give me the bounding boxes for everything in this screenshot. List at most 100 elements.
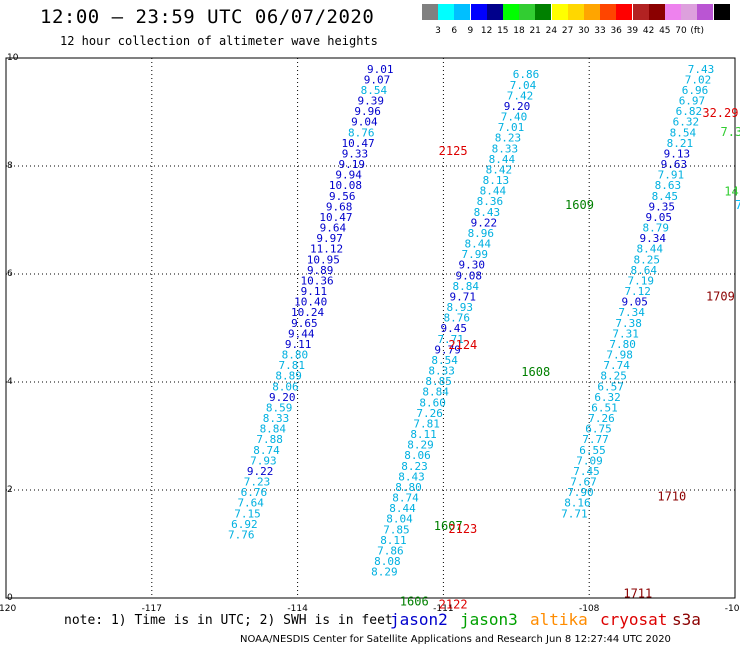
swh-value-label: 8.76 [348,126,375,139]
pass-time-label: 1 [739,106,740,120]
pass-time-label: 1609 [565,198,594,212]
scale-swatch [665,4,681,20]
swh-value-label: 9.64 [320,222,347,235]
swh-value-label: 8.74 [392,492,419,505]
swh-value-label: 8.04 [386,513,413,526]
scale-swatch [713,4,730,20]
swh-value-label: 7.15 [234,507,261,520]
swh-value-label: 9.22 [247,465,274,478]
swh-value-label: 7.86 [377,544,404,557]
swh-value-label: 6.82 [676,105,703,118]
scale-swatch [648,4,665,20]
swh-value-label: 7.71 [437,333,464,346]
satellite-altika: altika [530,610,588,629]
swh-value-label: 6.51 [591,401,618,414]
satellite-jason3: jason3 [460,610,518,629]
pass-time-label: 1709 [706,290,735,304]
scale-label: 6 [451,26,458,36]
swh-value-label: 7.19 [627,274,654,287]
swh-value-label: 7.99 [462,248,489,261]
swh-value-label: 8.23 [495,132,522,145]
swh-value-label: 7.45 [573,465,600,478]
swh-value-label: 9.05 [646,211,673,224]
swh-value-label: 8.25 [600,370,627,383]
pass-time-label: 2122 [439,597,468,611]
satellite-s3a: s3a [672,610,701,629]
swh-value-label: 8.44 [465,238,492,251]
pass-time-label: 7.20 [735,198,740,212]
swh-value-label: 9.71 [449,290,476,303]
swh-value-label: 7.34 [618,306,645,319]
scale-label: 30 [578,26,590,36]
swh-value-label: 8.33 [263,412,290,425]
swh-value-label: 9.63 [661,158,688,171]
swh-value-label: 7.12 [624,285,651,298]
swh-value-label: 10.08 [329,179,362,192]
swh-value-label: 8.84 [260,423,287,436]
swh-value-label: 6.75 [585,423,612,436]
swh-value-label: 8.21 [667,137,694,150]
scale-swatch [551,4,568,20]
swh-value-label: 8.54 [361,84,388,97]
x-tick-label: -111 [433,604,453,614]
swh-value-label: 9.65 [291,317,318,330]
swh-value-label: 7.38 [615,317,642,330]
scale-label: 39 [626,26,639,36]
scale-label: 9 [467,26,474,36]
footer-credit: NOAA/NESDIS Center for Satellite Applica… [240,634,671,645]
x-tick-label: -120 [0,604,16,614]
pass-time-label: 1710 [657,489,686,503]
swh-value-label: 9.11 [285,338,312,351]
swh-value-label: 7.67 [570,476,597,489]
swh-value-label: 9.19 [339,158,366,171]
y-tick-label: 8 [7,161,13,171]
scale-swatch [697,4,714,20]
swh-value-label: 7.40 [501,111,528,124]
swh-value-label: 7.90 [567,486,594,499]
swh-value-label: 7.98 [606,349,633,362]
swh-value-label: 9.97 [316,232,343,245]
swh-value-label: 8.80 [395,481,422,494]
swh-value-label: 6.57 [597,380,624,393]
swh-value-label: 8.44 [637,243,664,256]
swh-value-label: 8.54 [431,354,458,367]
swh-value-label: 9.01 [367,63,394,76]
swh-value-label: 8.44 [480,185,507,198]
pass-time-label: 32.29 [702,106,738,120]
swh-value-label: 8.96 [468,227,495,240]
swh-value-label: 7.81 [413,417,440,430]
swh-value-label: 8.89 [275,370,302,383]
scale-swatch [616,4,633,20]
swh-value-label: 7.02 [685,73,712,86]
swh-value-label: 7.74 [603,359,630,372]
swh-value-label: 9.30 [459,259,486,272]
swh-value-label: 7.01 [498,121,525,134]
scale-label: 15 [497,26,509,36]
swh-value-label: 7.04 [510,79,537,92]
scale-label: 12 [480,26,493,36]
pass-time-label: 7.30 [721,125,740,139]
swh-value-label: 7.91 [658,169,685,182]
swh-value-label: 6.55 [579,444,606,457]
x-tick-label: -105 [725,604,740,614]
swh-value-label: 8.29 [371,566,398,579]
swh-value-label: 8.25 [633,253,660,266]
scale-swatch [632,4,649,20]
swh-value-label: 8.60 [419,396,446,409]
swh-value-label: 8.29 [407,439,434,452]
scale-label: 33 [594,26,606,36]
scale-swatch [470,4,487,20]
pass-time-label: 1711 [623,587,652,601]
swh-value-label: 8.44 [489,153,516,166]
y-tick-label: 0 [7,593,13,603]
scale-label: 3 [435,26,441,36]
page-subtitle: 12 hour collection of altimeter wave hei… [60,34,378,48]
swh-value-label: 8.74 [253,444,280,457]
swh-value-label: 7.88 [256,433,283,446]
swh-value-label: 6.86 [513,68,540,81]
swh-value-label: 8.06 [404,449,431,462]
pass-time-label: 2123 [448,522,477,536]
swh-value-label: 9.20 [504,100,531,113]
swh-value-label: 7.80 [609,338,636,351]
swh-value-label: 9.45 [440,322,467,335]
